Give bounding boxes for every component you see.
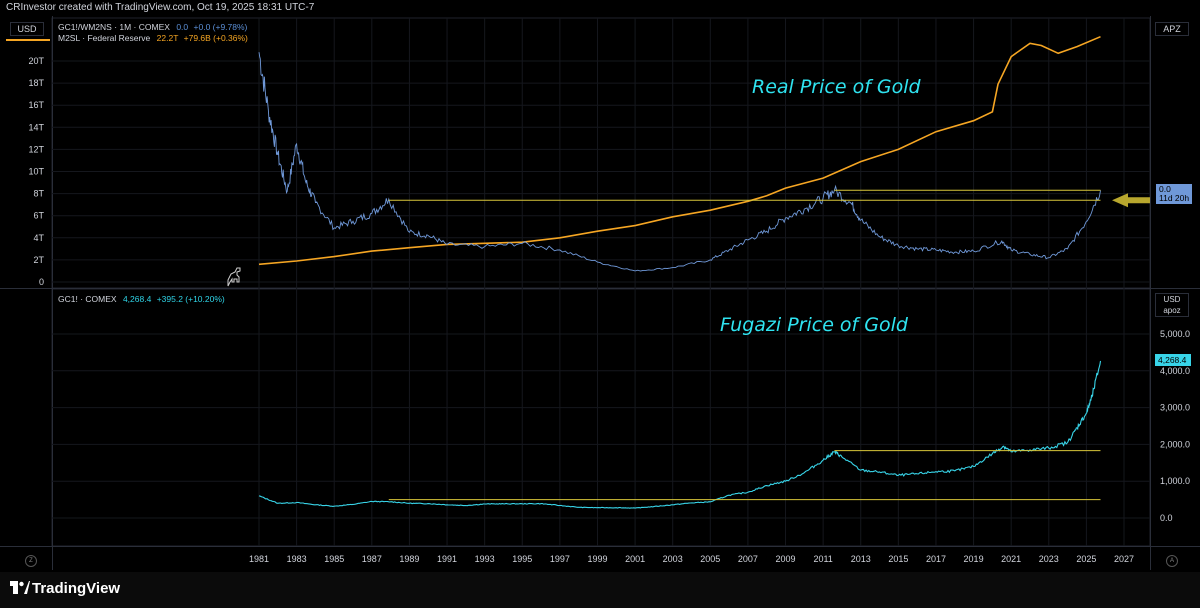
x-tick-label: 2025: [1076, 554, 1096, 564]
x-tick-label: 2027: [1114, 554, 1134, 564]
legend-gold-ratio[interactable]: GC1!/WM2NS · 1M · COMEX 0.0 +0.0 (+9.78%…: [58, 22, 247, 32]
top-y-tick-label: 16T: [28, 100, 44, 110]
gold-series-line: [258, 360, 1102, 509]
legend-gold-ratio-change: +0.0 (+9.78%): [193, 22, 248, 32]
top-y-tick-label: 20T: [28, 56, 44, 66]
top-scale-button[interactable]: APZ: [1155, 22, 1189, 36]
top-y-tick-label: 4T: [33, 233, 44, 243]
x-axis: 1981 1983 1985 1987 1989 1991 1993 1995 1997 1999…: [249, 554, 1134, 564]
top-y-tick-label: 8T: [33, 189, 44, 199]
x-tick-label: 1981: [249, 554, 269, 564]
x-tick-label: 2007: [738, 554, 758, 564]
top-y-tick-label: 2T: [33, 255, 44, 265]
footer-bar: [0, 572, 1200, 608]
x-tick-label: 2005: [700, 554, 720, 564]
last-value-tag-bottom: 4,268.4: [1155, 354, 1191, 366]
x-tick-label: 2019: [964, 554, 984, 564]
bottom-y-tick-label: 3,000.0: [1160, 403, 1190, 413]
legend-gold-ratio-value: 0.0: [176, 22, 189, 32]
annotation-fugazi-price: Fugazi Price of Gold: [720, 314, 908, 336]
x-tick-label: 1983: [287, 554, 307, 564]
annotation-real-price: Real Price of Gold: [752, 76, 921, 98]
zoom-toggle-button[interactable]: Z: [25, 555, 37, 567]
top-y-tick-label: 6T: [33, 211, 44, 221]
top-y-tick-label: 14T: [28, 122, 44, 132]
tradingview-logo-icon: [10, 581, 30, 594]
bottom-y-tick-label: 4,000.0: [1160, 366, 1190, 376]
x-tick-label: 1987: [362, 554, 382, 564]
gold-ratio-series-line: [258, 52, 1101, 272]
attribution-bar: CRInvestor created with TradingView.com,…: [0, 0, 1200, 16]
x-tick-label: 1997: [550, 554, 570, 564]
legend-m2-symbol: M2SL · Federal Reserve: [58, 33, 151, 43]
x-tick-label: 2001: [625, 554, 645, 564]
x-tick-label: 2021: [1001, 554, 1021, 564]
x-tick-label: 2017: [926, 554, 946, 564]
x-tick-label: 2023: [1039, 554, 1059, 564]
legend-gold-change: +395.2 (+10.20%): [156, 294, 225, 304]
last-value-tag-top: 0.0 11d 20h: [1156, 184, 1192, 204]
x-tick-label: 1999: [587, 554, 607, 564]
legend-m2-change: +79.6B (+0.36%): [183, 33, 248, 43]
top-y-axis: 0 2T 4T 6T 8T 10T 12T 14T 16T 18T 20T: [28, 56, 1150, 287]
bottom-scale-button[interactable]: apoz: [1163, 306, 1181, 315]
legend-gold-value: 4,268.4: [122, 294, 152, 304]
legend-gold[interactable]: GC1! · COMEX 4,268.4 +395.2 (+10.20%): [58, 294, 225, 304]
tradingview-brand: TradingView: [32, 580, 121, 597]
x-tick-label: 2009: [776, 554, 796, 564]
top-y-tick-label: 0: [39, 277, 44, 287]
x-tick-label: 1995: [512, 554, 532, 564]
top-currency-button[interactable]: USD: [10, 22, 44, 36]
top-y-tick-label: 10T: [28, 167, 44, 177]
last-value-top: 0.0: [1159, 184, 1171, 194]
x-tick-label: 1989: [399, 554, 419, 564]
x-tick-label: 1993: [475, 554, 495, 564]
legend-gold-symbol: GC1! · COMEX: [58, 294, 117, 304]
x-tick-label: 2015: [888, 554, 908, 564]
auto-scale-button[interactable]: A: [1166, 555, 1178, 567]
legend-m2-value: 22.2T: [156, 33, 179, 43]
x-tick-label: 2011: [813, 554, 832, 564]
bottom-y-tick-label: 2,000.0: [1160, 439, 1190, 449]
dino-icon: [227, 267, 241, 287]
x-tick-label: 1985: [324, 554, 344, 564]
bottom-y-tick-label: 5,000.0: [1160, 329, 1190, 339]
x-tick-label: 2003: [663, 554, 683, 564]
legend-m2[interactable]: M2SL · Federal Reserve 22.2T +79.6B (+0.…: [58, 33, 248, 43]
legend-gold-ratio-symbol: GC1!/WM2NS · 1M · COMEX: [58, 22, 170, 32]
bottom-currency-button[interactable]: USD: [1163, 295, 1181, 304]
countdown-top: 11d 20h: [1159, 193, 1190, 203]
bottom-scale-controls[interactable]: USD apoz: [1155, 293, 1189, 317]
pointer-arrow-icon: [1112, 193, 1150, 208]
top-y-tick-label: 18T: [28, 78, 44, 88]
x-tick-label: 1991: [437, 554, 457, 564]
top-y-tick-label: 12T: [28, 144, 44, 154]
m2-series-line: [258, 35, 1101, 266]
bottom-y-tick-label: 1,000.0: [1160, 476, 1190, 486]
bottom-y-tick-label: 0.0: [1160, 513, 1173, 523]
top-pane-frame: [51, 17, 1151, 289]
attribution-text: CRInvestor created with TradingView.com,…: [6, 2, 315, 13]
x-tick-label: 2013: [851, 554, 871, 564]
bottom-y-axis: 0.0 1,000.0 2,000.0 3,000.0 4,000.0 5,000.0: [52, 329, 1190, 523]
